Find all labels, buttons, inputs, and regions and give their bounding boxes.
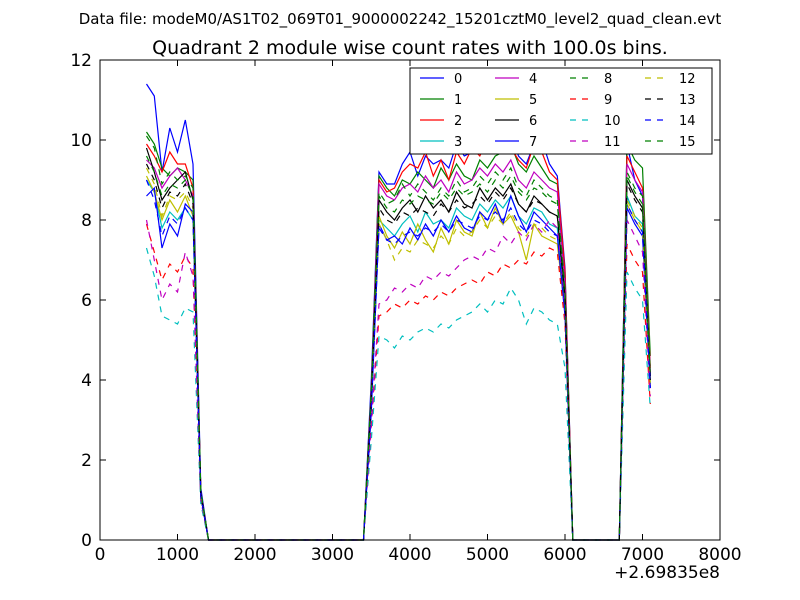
legend-label-1: 1 bbox=[454, 93, 462, 108]
y-tick-label: 4 bbox=[81, 371, 92, 391]
legend-label-7: 7 bbox=[529, 135, 537, 150]
series-line-12 bbox=[145, 167, 651, 541]
chart-suptitle: Data file: modeM0/AS1T02_069T01_90000022… bbox=[79, 10, 722, 29]
legend-label-9: 9 bbox=[604, 93, 612, 108]
x-tick-label: 6000 bbox=[543, 545, 586, 565]
x-tick-label: 0 bbox=[95, 545, 106, 565]
legend-label-5: 5 bbox=[529, 93, 537, 108]
legend-label-3: 3 bbox=[454, 135, 462, 150]
chart-title: Quadrant 2 module wise count rates with … bbox=[152, 37, 668, 59]
y-tick-label: 12 bbox=[70, 51, 92, 71]
legend-label-8: 8 bbox=[604, 72, 612, 87]
y-tick-label: 0 bbox=[81, 531, 92, 551]
legend-box bbox=[409, 67, 713, 155]
x-tick-label: 5000 bbox=[466, 545, 509, 565]
x-tick-label: 7000 bbox=[621, 545, 664, 565]
x-tick-label: 2000 bbox=[233, 545, 276, 565]
x-tick-label: 3000 bbox=[311, 545, 354, 565]
legend-label-11: 11 bbox=[604, 135, 621, 150]
x-tick-label: 1000 bbox=[156, 545, 199, 565]
legend-label-15: 15 bbox=[679, 135, 696, 150]
y-tick-label: 6 bbox=[81, 291, 92, 311]
x-offset-label: +2.69835e8 bbox=[614, 563, 720, 583]
legend-label-14: 14 bbox=[679, 114, 696, 129]
legend-label-4: 4 bbox=[529, 72, 537, 87]
legend-label-13: 13 bbox=[679, 93, 696, 108]
series-line-8 bbox=[145, 135, 651, 541]
x-tick-label: 8000 bbox=[698, 545, 741, 565]
legend-label-2: 2 bbox=[454, 114, 462, 129]
legend-label-0: 0 bbox=[454, 72, 462, 87]
axes: 0 1000 2000 3000 4000 5000 6000 7000 80000246810… bbox=[70, 51, 741, 565]
y-tick-label: 8 bbox=[81, 211, 92, 231]
y-tick-label: 2 bbox=[81, 451, 92, 471]
x-tick-label: 4000 bbox=[388, 545, 431, 565]
y-tick-label: 10 bbox=[70, 131, 92, 151]
legend-label-6: 6 bbox=[529, 114, 537, 129]
legend-label-10: 10 bbox=[604, 114, 621, 129]
series-line-14 bbox=[145, 179, 651, 541]
legend-label-12: 12 bbox=[679, 72, 696, 87]
